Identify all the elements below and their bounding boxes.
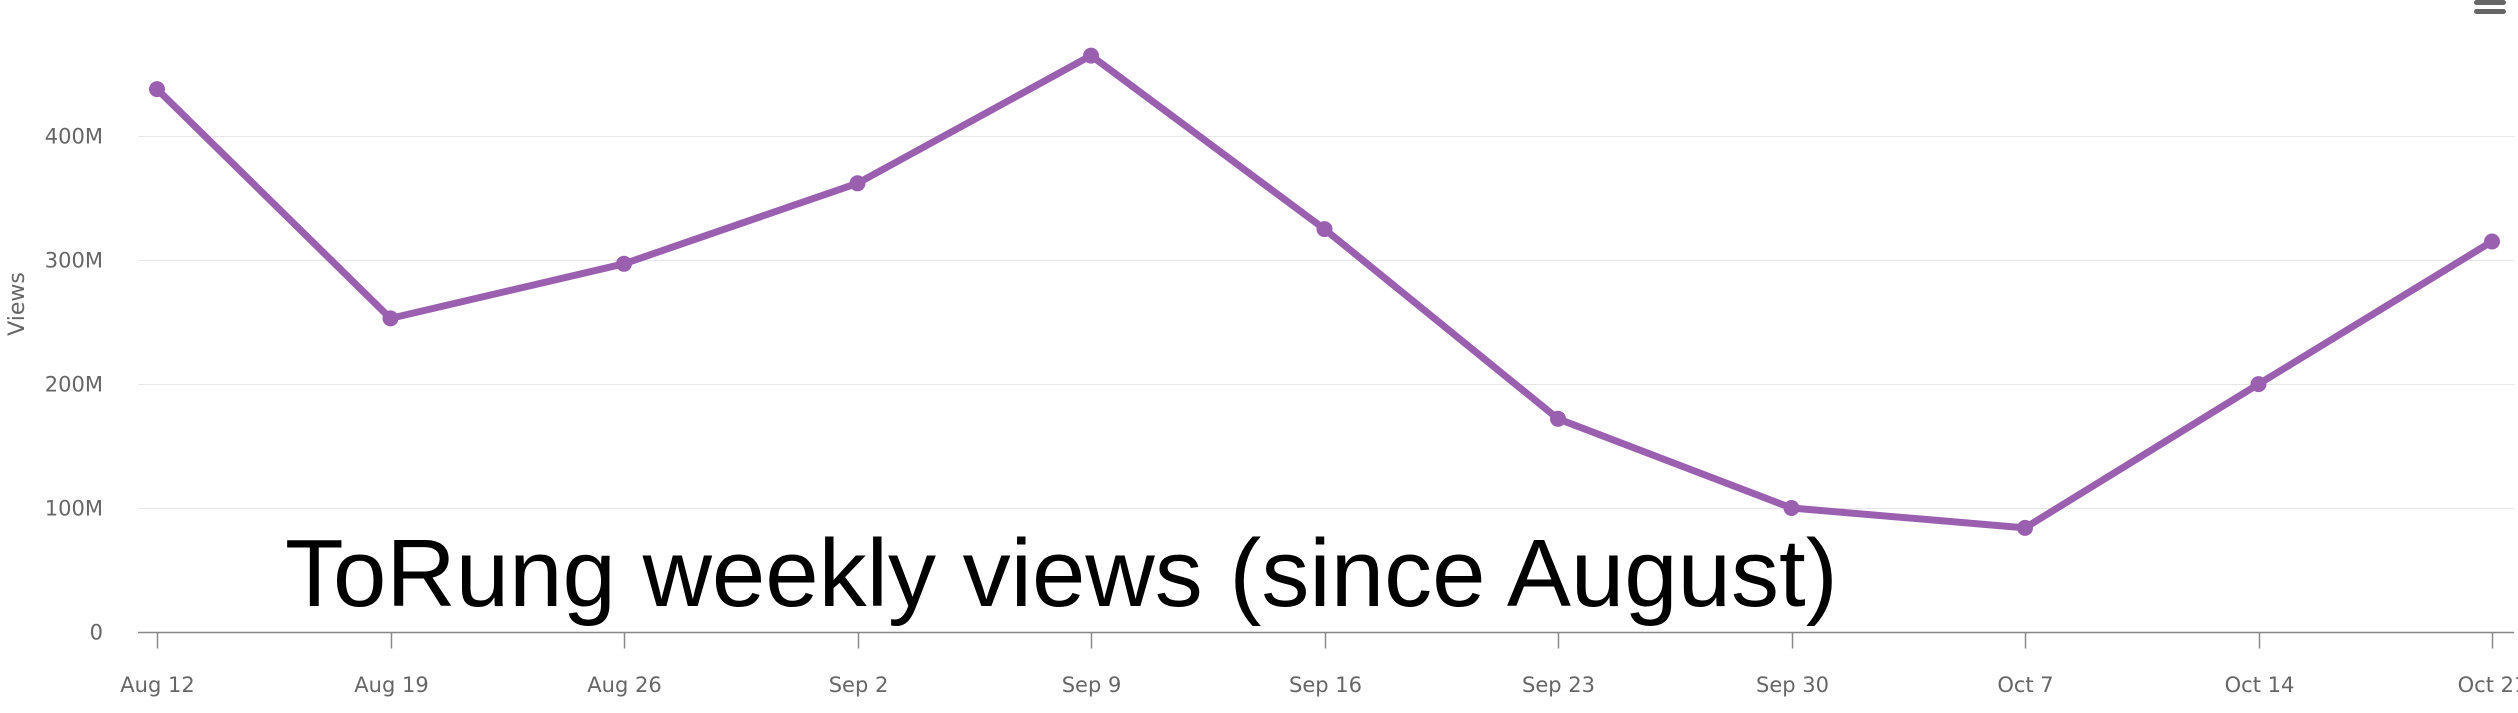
data-point — [1783, 500, 1800, 516]
x-tick-label: Sep 2 — [829, 673, 889, 697]
x-tick-label: Sep 16 — [1289, 673, 1362, 697]
y-axis-tick-labels: 0 100M 200M 300M 400M — [45, 125, 103, 645]
hamburger-menu-icon — [2474, 0, 2506, 5]
chart-title: ToRung weekly views (since August) — [285, 520, 1838, 627]
y-axis-title: Views — [5, 272, 30, 336]
data-point — [2017, 519, 2033, 536]
data-point — [382, 310, 399, 327]
x-tick-label: Aug 26 — [587, 673, 661, 697]
data-point — [1083, 47, 1099, 64]
series-line — [153, 52, 2496, 532]
hamburger-menu-icon-bar — [2474, 9, 2506, 14]
chart-menu-button[interactable] — [2470, 0, 2510, 22]
x-axis-tick-labels: Aug 12 Aug 19 Aug 26 Sep 2 Sep 9 Sep 16 Sep 23… — [120, 673, 2518, 697]
x-tick-label: Oct 7 — [1997, 673, 2053, 697]
x-tick-label: Sep 9 — [1062, 673, 1122, 697]
y-tick-label: 100M — [45, 497, 103, 521]
data-point — [616, 255, 632, 272]
data-point — [2250, 376, 2267, 393]
y-tick-label: 400M — [45, 125, 103, 149]
data-point — [1550, 410, 1566, 427]
data-point — [1316, 221, 1333, 238]
x-tick-label: Aug 12 — [120, 673, 194, 697]
x-axis — [138, 631, 2514, 649]
x-tick-label: Sep 30 — [1756, 673, 1829, 697]
data-point — [149, 81, 165, 98]
data-point — [849, 175, 866, 192]
y-tick-label: 0 — [90, 621, 103, 645]
x-tick-label: Sep 23 — [1522, 673, 1595, 697]
series-views — [149, 47, 2500, 536]
gridlines — [138, 136, 2514, 509]
x-tick-label: Oct 14 — [2225, 673, 2295, 697]
x-tick-label: Aug 19 — [354, 673, 428, 697]
y-tick-label: 200M — [45, 373, 103, 397]
y-tick-label: 300M — [45, 249, 103, 273]
x-tick-label: Oct 21 — [2458, 673, 2518, 697]
data-point — [2484, 233, 2500, 250]
